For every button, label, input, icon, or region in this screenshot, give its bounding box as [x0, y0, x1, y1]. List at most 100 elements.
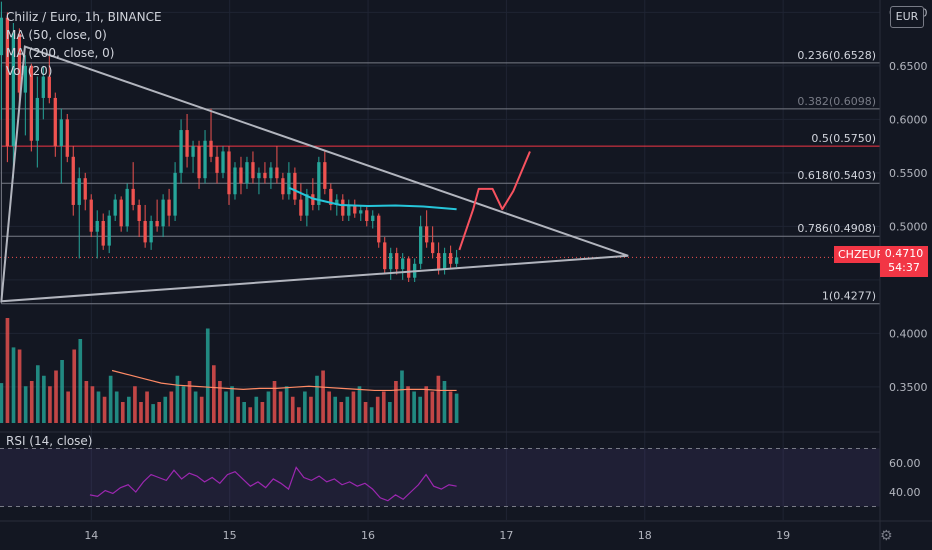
candle-body: [41, 76, 45, 98]
volume-bar: [120, 402, 125, 423]
candle-body: [347, 204, 351, 216]
fib-label-1: 1(0.4277): [822, 290, 876, 303]
volume-bar: [418, 396, 423, 423]
price-tick-label: 0.6000: [889, 113, 928, 126]
candle-body: [185, 130, 189, 157]
candle-body: [329, 188, 333, 205]
volume-bar: [248, 407, 253, 423]
volume-bar: [151, 404, 155, 423]
volume-bar: [290, 396, 295, 423]
candle-body: [47, 76, 51, 98]
price-tick-label: 0.5000: [889, 220, 928, 233]
volume-bar: [181, 386, 186, 423]
candle-body: [89, 199, 93, 232]
volume-bar: [321, 370, 325, 423]
candle-body: [353, 204, 357, 214]
price-tick-label: 0.3500: [889, 381, 928, 394]
candle-body: [341, 199, 345, 216]
candle-body: [125, 188, 129, 227]
overlay-lines: [0, 45, 629, 303]
candle-body: [149, 221, 153, 243]
fib-label-0.236: 0.236(0.6528): [797, 49, 876, 62]
volume-bar: [412, 391, 416, 423]
rsi-pane: 40.00 60.00: [0, 431, 921, 507]
candle-body: [173, 172, 177, 216]
fib-retracement[interactable]: 0.236(0.6528) 0.382(0.6098) 0.5(0.5750) 0.6…: [0, 12, 880, 305]
volume-bar: [35, 365, 40, 423]
volume-bar: [400, 370, 404, 423]
volume-bar: [211, 365, 216, 423]
candle-body: [143, 221, 147, 243]
projection-drawing: [458, 151, 531, 251]
candle-body: [419, 226, 423, 264]
volume-bar: [424, 386, 429, 423]
volume-bar: [127, 396, 131, 423]
time-tick-label: 14: [84, 529, 98, 542]
legend-title[interactable]: Chiliz / Euro, 1h, BINANCE: [6, 10, 162, 24]
volume-bar: [309, 396, 313, 423]
rsi-legend[interactable]: RSI (14, close): [6, 434, 93, 448]
time-tick-label: 16: [361, 529, 375, 542]
candle-body: [269, 167, 273, 179]
volume-bar: [454, 393, 459, 423]
legend-ma200[interactable]: MA (200, close, 0): [6, 46, 115, 60]
candle-body: [454, 257, 459, 264]
candle-body: [113, 199, 117, 216]
rsi-tick-label: 40.00: [889, 486, 921, 499]
candle-body: [448, 253, 453, 264]
rsi-tick-label: 60.00: [889, 457, 921, 470]
volume-bar: [205, 328, 210, 423]
candle-body: [359, 210, 363, 214]
volume-bar: [278, 391, 283, 423]
currency-button[interactable]: EUR: [890, 6, 924, 28]
candle-body: [5, 17, 10, 147]
price-tick-label: 0.5500: [889, 167, 928, 180]
candle-body: [137, 204, 141, 221]
candle-body: [215, 156, 219, 173]
candle-body: [275, 167, 279, 179]
volume-bar: [406, 386, 410, 423]
legend-ma50[interactable]: MA (50, close, 0): [6, 28, 107, 42]
candle-body: [191, 146, 195, 157]
candle-body: [371, 215, 375, 221]
volume-bar: [145, 391, 149, 423]
candle-body: [29, 65, 33, 141]
settings-gear-icon[interactable]: ⚙: [880, 528, 893, 544]
candle-body: [383, 242, 387, 270]
volume-bar: [394, 381, 398, 423]
candle-body: [0, 17, 4, 56]
candle-body: [365, 210, 369, 221]
time-tick-label: 19: [776, 529, 790, 542]
candle-body: [299, 199, 303, 216]
volume-bar: [48, 386, 52, 423]
volume-bar: [260, 402, 265, 423]
candle-body: [179, 130, 183, 173]
volume-bar: [242, 402, 246, 423]
volume-bar: [388, 402, 392, 423]
candle-body: [101, 221, 105, 246]
volume-bar: [351, 391, 356, 423]
candle-body: [95, 221, 99, 232]
candles: [0, 1, 459, 282]
volume-bar: [296, 407, 301, 423]
volume-bar: [139, 402, 143, 423]
volume-bar: [363, 402, 368, 423]
candle-body: [317, 162, 321, 205]
candle-body: [281, 178, 285, 195]
volume-bar: [303, 391, 307, 423]
candle-body: [395, 253, 399, 270]
volume-bar: [315, 375, 319, 423]
fib-label-0.5: 0.5(0.5750): [811, 132, 876, 145]
candle-body: [251, 162, 255, 179]
fib-label-0.618: 0.618(0.5403): [797, 169, 876, 182]
volume-bar: [187, 381, 192, 423]
candle-body: [407, 258, 411, 278]
volume-bar: [114, 391, 119, 423]
volume-bar: [357, 386, 362, 423]
candle-body: [245, 162, 249, 184]
candle-body: [23, 65, 27, 93]
volume-bar: [84, 381, 89, 423]
candle-body: [257, 172, 261, 179]
legend-vol[interactable]: Vol (20): [6, 64, 53, 78]
